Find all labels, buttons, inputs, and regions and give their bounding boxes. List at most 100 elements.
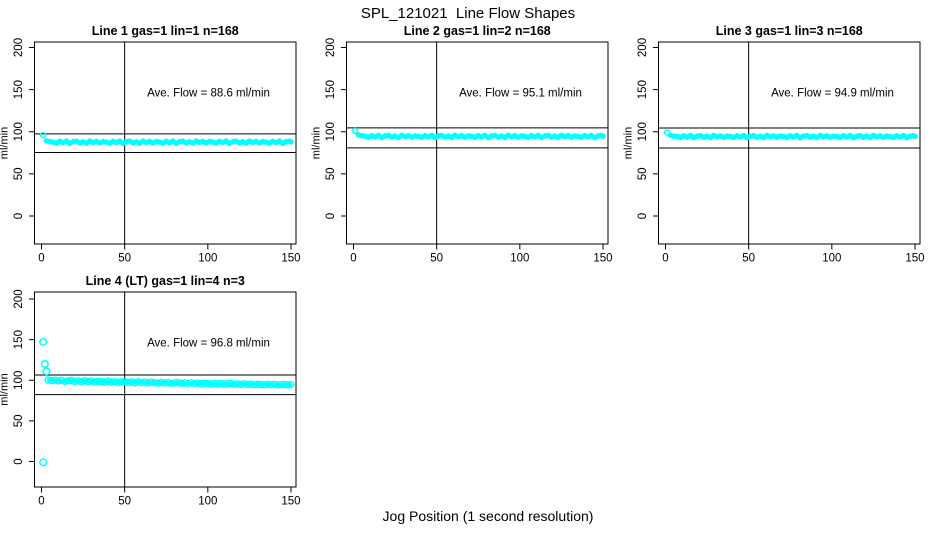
data-point bbox=[694, 133, 700, 139]
chart-title: SPL_121021 Line Flow Shapes bbox=[360, 5, 576, 22]
data-point bbox=[912, 133, 918, 140]
data-point bbox=[206, 138, 213, 145]
x-tick-label: 0 bbox=[662, 253, 668, 265]
y-axis-label: ml/min bbox=[311, 127, 323, 159]
data-point bbox=[70, 138, 76, 145]
data-point bbox=[259, 138, 266, 145]
panel-line-1: 0 50 100 150 0 50 100 150 200 ml/min Line 1 gas=1 … bbox=[0, 24, 301, 265]
data-point bbox=[724, 133, 730, 139]
y-tick-label: 100 bbox=[13, 371, 25, 390]
data-point bbox=[61, 377, 69, 386]
data-point bbox=[747, 133, 754, 139]
y-tick-label: 50 bbox=[325, 167, 337, 180]
outlier-point bbox=[39, 458, 48, 467]
data-point bbox=[488, 133, 495, 139]
data-point bbox=[355, 132, 362, 138]
data-point bbox=[100, 138, 106, 145]
data-point bbox=[465, 133, 472, 139]
data-point bbox=[671, 133, 677, 139]
outlier-point bbox=[40, 359, 49, 369]
data-point bbox=[777, 133, 784, 139]
panel-title: Line 3 gas=1 lin=3 n=168 bbox=[716, 24, 863, 38]
data-point bbox=[800, 133, 807, 139]
y-tick-label: 50 bbox=[13, 414, 25, 427]
y-tick-label: 50 bbox=[637, 167, 649, 180]
panel-title: Line 1 gas=1 lin=1 n=168 bbox=[92, 24, 239, 38]
outlier-point bbox=[39, 131, 47, 139]
data-point bbox=[147, 378, 155, 386]
x-tick-label: 150 bbox=[905, 253, 924, 265]
outlier-point bbox=[663, 129, 671, 136]
y-tick-label: 0 bbox=[325, 213, 337, 219]
plot-box bbox=[346, 41, 609, 245]
data-point bbox=[518, 133, 525, 139]
y-tick-label: 50 bbox=[13, 167, 25, 180]
y-tick-label: 150 bbox=[13, 80, 25, 99]
data-point bbox=[229, 138, 236, 145]
data-point bbox=[43, 138, 50, 144]
data-point bbox=[117, 378, 126, 386]
x-tick-label: 50 bbox=[118, 496, 131, 508]
data-point bbox=[153, 138, 160, 145]
y-tick-label: 0 bbox=[13, 213, 25, 219]
y-tick-label: 200 bbox=[637, 38, 649, 57]
x-tick-label: 0 bbox=[38, 496, 44, 508]
x-tick-label: 50 bbox=[742, 253, 755, 265]
ave-flow-annotation: Ave. Flow = 88.6 ml/min bbox=[147, 88, 270, 100]
data-point bbox=[200, 379, 209, 387]
data-point bbox=[224, 379, 232, 388]
x-tick-label: 50 bbox=[430, 253, 443, 265]
y-axis-label: ml/min bbox=[623, 127, 635, 159]
data-point bbox=[273, 381, 282, 389]
ave-flow-annotation: Ave. Flow = 96.8 ml/min bbox=[147, 338, 270, 350]
data-point bbox=[883, 133, 890, 139]
outlier-point bbox=[351, 127, 359, 135]
panel-line-4: 0 50 100 150 0 50 100 150 200 ml/min Line 4 (LT) g… bbox=[0, 274, 301, 508]
data-point bbox=[94, 377, 102, 385]
y-tick-label: 150 bbox=[637, 80, 649, 99]
y-tick-label: 150 bbox=[13, 330, 25, 349]
data-point bbox=[287, 380, 295, 389]
data-point bbox=[571, 133, 578, 139]
data-point bbox=[114, 378, 122, 387]
outlier-point bbox=[39, 338, 48, 347]
y-tick-label: 100 bbox=[637, 122, 649, 141]
ave-flow-annotation: Ave. Flow = 94.9 ml/min bbox=[771, 88, 894, 100]
y-tick-label: 100 bbox=[325, 122, 337, 141]
outlier-point bbox=[42, 367, 51, 376]
data-point bbox=[283, 381, 292, 389]
panel-title: Line 2 gas=1 lin=2 n=168 bbox=[404, 24, 551, 38]
y-tick-label: 0 bbox=[637, 213, 649, 219]
y-tick-label: 0 bbox=[13, 458, 25, 464]
plot-box bbox=[34, 291, 297, 488]
data-point bbox=[853, 133, 860, 139]
data-point bbox=[123, 138, 130, 145]
x-tick-label: 0 bbox=[350, 253, 356, 265]
x-tick-label: 100 bbox=[510, 253, 529, 265]
y-tick-label: 200 bbox=[13, 38, 25, 57]
data-point bbox=[167, 379, 175, 388]
data-point bbox=[541, 133, 548, 139]
data-point bbox=[359, 132, 365, 139]
data-point bbox=[382, 133, 388, 139]
x-tick-label: 100 bbox=[198, 496, 217, 508]
x-tick-label: 150 bbox=[281, 253, 300, 265]
panel-title: Line 4 (LT) gas=1 lin=4 n=3 bbox=[86, 274, 245, 288]
x-tick-label: 100 bbox=[822, 253, 841, 265]
x-tick-label: 100 bbox=[198, 253, 217, 265]
data-point bbox=[595, 133, 601, 139]
data-point bbox=[600, 133, 606, 140]
data-point bbox=[907, 133, 913, 139]
plot-box bbox=[658, 41, 921, 245]
data-point bbox=[254, 380, 262, 388]
y-axis-label: ml/min bbox=[0, 127, 11, 159]
data-point bbox=[176, 138, 183, 145]
y-tick-label: 150 bbox=[325, 80, 337, 99]
y-axis-label: ml/min bbox=[0, 373, 11, 405]
data-point bbox=[220, 380, 229, 388]
data-point bbox=[435, 133, 442, 139]
panel-line-2: 0 50 100 150 0 50 100 150 200 ml/min Line 2 gas=1 … bbox=[311, 24, 613, 265]
data-point bbox=[412, 133, 418, 139]
x-tick-label: 150 bbox=[593, 253, 612, 265]
